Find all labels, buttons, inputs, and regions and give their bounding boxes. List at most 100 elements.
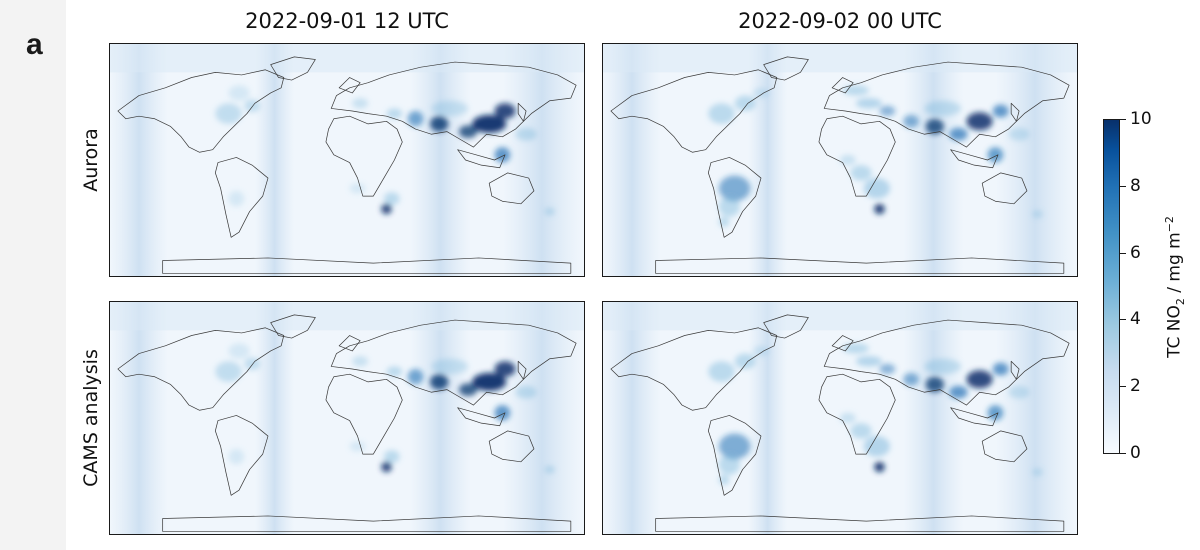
no2-hotspot <box>987 147 1004 163</box>
no2-hotspot <box>429 116 449 132</box>
no2-hotspot <box>966 112 993 131</box>
no2-hotspot <box>494 405 511 421</box>
no2-hotspot <box>383 450 400 464</box>
background-haze-band <box>903 44 964 276</box>
coastlines <box>117 314 577 532</box>
no2-hotspot <box>228 448 245 465</box>
map-cams-2022-09-01 <box>109 301 585 535</box>
background-haze-band <box>903 302 964 534</box>
no2-hotspot <box>1008 127 1030 141</box>
no2-hotspot <box>924 358 962 375</box>
no2-hotspot <box>850 423 872 439</box>
no2-hotspot <box>992 104 1009 118</box>
colorbar-tick <box>1120 186 1126 188</box>
colorbar-tick <box>1120 253 1126 255</box>
coastlines <box>610 314 1070 532</box>
no2-hotspot <box>840 154 856 166</box>
no2-hotspot <box>431 100 469 117</box>
coastline-path <box>517 360 527 380</box>
coastline-path <box>330 319 577 406</box>
background-haze-band <box>747 302 788 534</box>
left-margin-strip <box>0 0 66 550</box>
no2-hotspot <box>753 87 769 99</box>
coastline-path <box>823 61 1070 148</box>
background-haze-band <box>410 44 471 276</box>
no2-hotspot <box>386 108 403 119</box>
coastline-path <box>270 314 316 339</box>
coastline-path <box>763 56 809 81</box>
no2-hotspot <box>458 383 478 397</box>
no2-hotspot <box>215 361 242 382</box>
coastline-path <box>338 77 361 94</box>
coastline-path <box>950 407 999 427</box>
no2-hotspot <box>407 369 424 385</box>
coastline-path <box>488 430 535 463</box>
no2-hotspot <box>966 370 993 389</box>
coastline-path <box>1010 360 1020 380</box>
coastline-path <box>707 157 762 238</box>
colorbar-tick-label: 0 <box>1130 443 1141 463</box>
no2-hotspot <box>386 366 403 377</box>
world-map-graphic <box>110 44 584 276</box>
no2-hotspot <box>431 358 469 375</box>
colorbar-label: TC NO2 / mg m−2 <box>1162 216 1188 358</box>
colorbar-tick-label: 2 <box>1130 376 1141 396</box>
background-haze-band <box>410 302 471 534</box>
no2-hotspot <box>903 372 919 386</box>
background-haze-band <box>254 302 295 534</box>
no2-hotspot <box>874 461 885 473</box>
no2-hotspot <box>544 465 556 474</box>
coastline-path <box>823 319 1070 406</box>
background-haze-band <box>995 302 1075 534</box>
no2-hotspot <box>381 203 392 215</box>
coastlines <box>117 56 577 274</box>
map-aurora-2022-09-01 <box>109 43 585 277</box>
no2-hotspot <box>383 192 400 206</box>
no2-hotspot <box>515 127 537 141</box>
coastline-path <box>488 172 535 205</box>
no2-hotspot <box>472 114 507 133</box>
no2-concentration-layer <box>708 343 1043 486</box>
coastline-path <box>325 115 403 197</box>
coastline-path <box>338 335 361 352</box>
background-haze-band <box>110 44 168 276</box>
no2-hotspot <box>228 190 245 207</box>
map-aurora-2022-09-02 <box>602 43 1078 277</box>
panel-label: a <box>26 28 43 61</box>
coastline-path <box>270 56 316 81</box>
coastline-path <box>214 157 269 238</box>
no2-hotspot <box>494 361 516 377</box>
coastline-path <box>117 327 285 411</box>
no2-hotspot <box>515 385 537 399</box>
column-title-2: 2022-09-02 00 UTC <box>738 9 942 33</box>
coastline-path <box>981 430 1028 463</box>
no2-hotspot <box>718 454 740 475</box>
no2-hotspot <box>949 385 968 399</box>
row-label-cams: CAMS analysis <box>80 349 102 487</box>
no2-hotspot <box>903 114 919 128</box>
no2-hotspot <box>879 105 896 117</box>
background-haze-band <box>747 44 788 276</box>
no2-hotspot <box>718 175 751 202</box>
no2-concentration-layer <box>215 85 556 216</box>
colorbar-tick <box>1120 319 1126 321</box>
coastline-path <box>162 515 572 532</box>
coastline-path <box>214 415 269 496</box>
coastline-path <box>655 257 1065 274</box>
coastlines <box>610 56 1070 274</box>
coastline-path <box>707 415 762 496</box>
no2-hotspot <box>494 103 516 119</box>
world-map-graphic <box>603 44 1077 276</box>
coastline-path <box>162 257 572 274</box>
coastline-path <box>517 102 527 122</box>
colorbar-tick <box>1120 386 1126 388</box>
colorbar-tick-label: 8 <box>1130 176 1141 196</box>
background-haze-band <box>502 302 582 534</box>
no2-hotspot <box>1008 385 1030 399</box>
colorbar-tick-label: 10 <box>1130 109 1152 129</box>
no2-hotspot <box>949 127 968 141</box>
no2-hotspot <box>992 362 1009 376</box>
no2-hotspot <box>228 85 250 101</box>
colorbar-tick <box>1120 453 1126 455</box>
coastline-path <box>950 149 999 169</box>
